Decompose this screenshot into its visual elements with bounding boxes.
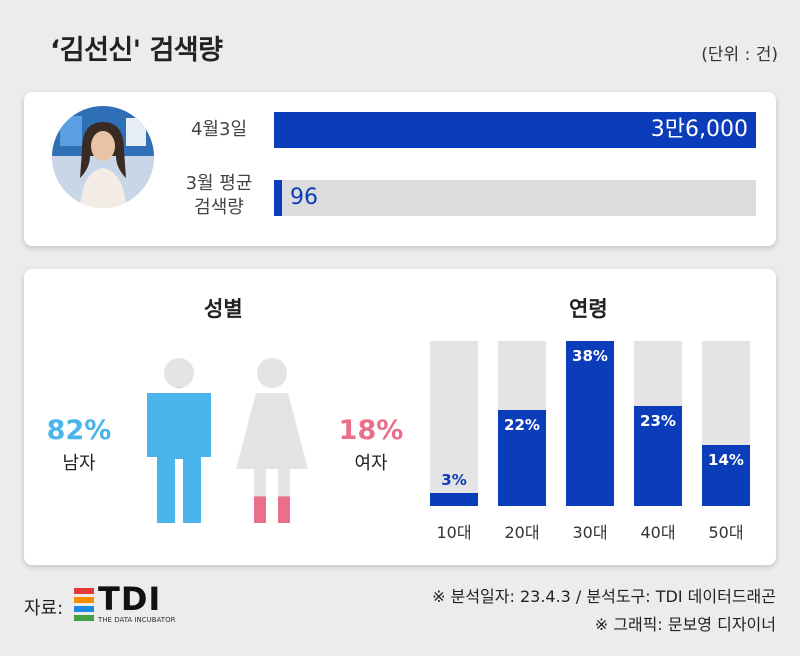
avg-label: 3월 평균 검색량 — [174, 172, 264, 220]
age-category-label: 20대 — [504, 523, 540, 542]
male-pct: 82% — [46, 415, 112, 446]
age-value-label: 22% — [504, 416, 540, 435]
age-bar-track — [702, 341, 750, 506]
logo-wordmark: TDI — [98, 580, 162, 618]
avg-bar-track: 96 — [274, 180, 756, 216]
gender-title: 성별 — [204, 297, 243, 321]
today-value: 3만6,000 — [650, 117, 748, 142]
female-pct: 18% — [338, 415, 404, 446]
age-bar-track — [430, 341, 478, 506]
age-bar-track — [498, 341, 546, 506]
search-volume-card: 4월3일 3만6,000 3월 평균 검색량 96 — [24, 92, 776, 246]
analysis-note: ※ 분석일자: 23.4.3 / 분석도구: TDI 데이터드래곤 — [432, 587, 776, 606]
avg-label-line2: 검색량 — [194, 197, 244, 218]
age-category-label: 30대 — [572, 523, 608, 542]
age-value-label: 3% — [441, 470, 467, 489]
female-label: 여자 — [354, 453, 388, 474]
age-value-label: 14% — [708, 451, 744, 470]
avg-bar — [274, 180, 282, 216]
female-icon — [236, 358, 308, 523]
age-bar — [498, 410, 546, 506]
avg-value: 96 — [290, 185, 318, 210]
age-value-label: 23% — [640, 412, 676, 431]
unit-label: (단위 : 건) — [701, 45, 778, 65]
graphic-note: ※ 그래픽: 문보영 디자이너 — [594, 615, 776, 634]
today-bar — [274, 112, 756, 148]
logo-subtitle: THE DATA INCUBATOR — [98, 616, 176, 624]
age-bar — [634, 406, 682, 506]
age-value-label: 38% — [572, 347, 608, 365]
age-bar-track — [566, 341, 614, 506]
avg-label-line1: 3월 평균 — [185, 173, 253, 194]
male-label: 남자 — [62, 453, 96, 474]
age-bar-track — [634, 341, 682, 506]
age-category-label: 40대 — [640, 523, 676, 542]
tdi-logo: TDI THE DATA INCUBATOR — [74, 580, 176, 626]
male-icon — [147, 358, 211, 523]
age-category-label: 10대 — [436, 523, 472, 542]
today-bar-track: 3만6,000 — [274, 112, 756, 148]
demographics-card: 성별 82% 남자 18% 여자 연령 3% 10대 22% 20대 38% 30대 23%… — [24, 269, 776, 565]
age-bar — [702, 445, 750, 506]
age-category-label: 50대 — [708, 523, 744, 542]
avatar — [52, 106, 154, 208]
today-label: 4월3일 — [190, 119, 248, 140]
age-title: 연령 — [569, 297, 608, 321]
age-bar — [566, 341, 614, 506]
age-bar — [430, 492, 478, 506]
page-title: ‘김선신' 검색량 — [50, 35, 223, 66]
source-label: 자료: — [24, 598, 64, 619]
